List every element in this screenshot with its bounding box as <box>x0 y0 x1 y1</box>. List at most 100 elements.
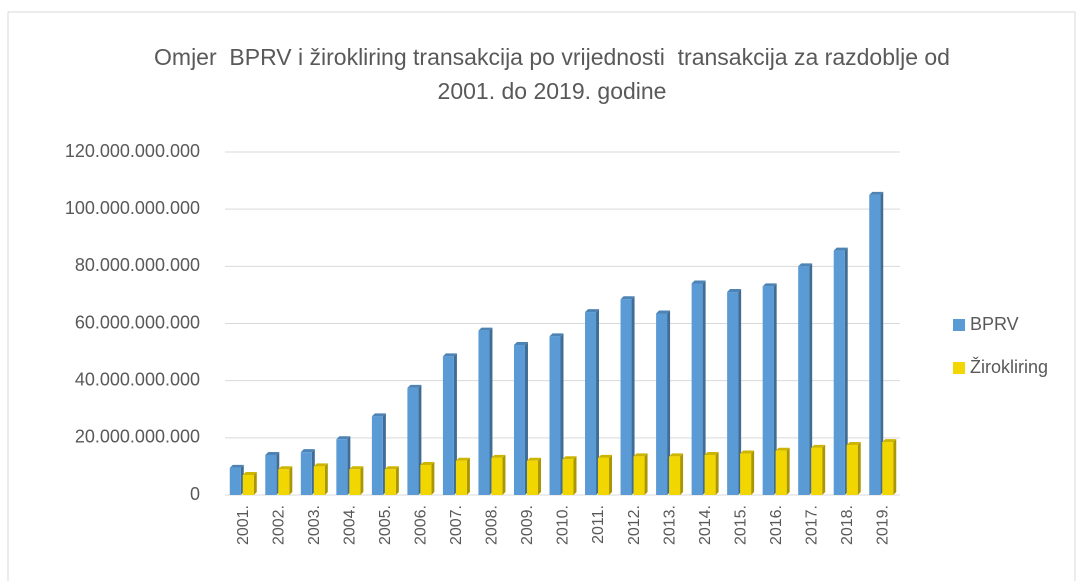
bar <box>846 444 858 495</box>
bar-top <box>442 353 457 357</box>
bar-side <box>822 444 826 495</box>
y-tick-label: 20.000.000.000 <box>75 427 200 447</box>
bar-top <box>846 441 861 445</box>
bar-side <box>453 353 457 495</box>
bar <box>633 456 645 495</box>
bar-top <box>585 309 600 313</box>
bar-side <box>502 454 506 495</box>
x-tick-label: 2002. <box>271 505 288 545</box>
bar-top <box>384 466 399 470</box>
bar-top <box>526 457 541 461</box>
bar <box>526 460 538 495</box>
bar <box>491 457 503 495</box>
bar-side <box>431 461 435 495</box>
y-tick-label: 100.000.000.000 <box>65 198 200 218</box>
bar <box>775 450 787 495</box>
bar <box>798 266 810 495</box>
bar <box>669 456 681 495</box>
bar <box>691 283 703 495</box>
bar <box>620 299 632 495</box>
x-tick-label: 2014. <box>697 505 714 545</box>
bar-side <box>644 453 648 495</box>
bar <box>300 452 312 495</box>
x-tick-label: 2012. <box>626 505 643 545</box>
bar-top <box>775 447 790 451</box>
bar-side <box>395 466 399 495</box>
x-tick-label: 2011. <box>590 505 607 544</box>
bar-top <box>869 191 884 195</box>
y-tick-label: 120.000.000.000 <box>65 141 200 161</box>
bar-top <box>336 436 351 440</box>
bar <box>242 474 254 495</box>
y-tick-label: 0 <box>190 484 200 504</box>
x-tick-label: 2018. <box>839 505 856 545</box>
bar <box>420 464 432 495</box>
bar <box>562 459 574 495</box>
bar-top <box>407 384 422 388</box>
bar-top <box>762 283 777 287</box>
bar <box>229 467 241 495</box>
bar-top <box>513 341 528 345</box>
bar-top <box>455 457 470 461</box>
bar <box>313 466 325 495</box>
bar-side <box>466 457 470 495</box>
bar-side <box>702 280 706 495</box>
bar-top <box>598 454 613 458</box>
x-tick-label: 2001. <box>235 505 252 545</box>
bar <box>407 387 419 495</box>
bar-side <box>596 309 600 495</box>
bar-top <box>242 471 257 475</box>
x-tick-label: 2003. <box>306 505 323 545</box>
bar-side <box>489 327 493 495</box>
x-tick-label: 2015. <box>732 505 749 545</box>
bar <box>727 292 739 495</box>
legend-swatch <box>953 362 965 374</box>
bar-side <box>360 466 364 495</box>
bar-top <box>669 453 684 457</box>
x-tick-label: 2010. <box>555 505 572 545</box>
bar-side <box>715 451 719 495</box>
bar-side <box>667 310 671 495</box>
x-tick-label: 2019. <box>874 505 891 545</box>
x-tick-label: 2008. <box>484 505 501 545</box>
bar-top <box>833 247 848 251</box>
legend-swatch <box>953 319 965 331</box>
bar-top <box>882 439 897 443</box>
bar <box>811 447 823 495</box>
bar-top <box>549 333 564 337</box>
bar-side <box>289 466 293 495</box>
bar-top <box>229 464 244 468</box>
bar <box>740 453 752 495</box>
bar <box>265 454 277 495</box>
bar-side <box>809 263 813 495</box>
y-tick-label: 80.000.000.000 <box>75 255 200 275</box>
bar-side <box>573 456 577 495</box>
y-tick-label: 40.000.000.000 <box>75 369 200 389</box>
bar <box>882 442 894 495</box>
bar-top <box>491 454 506 458</box>
bar-top <box>727 289 742 293</box>
bar-top <box>704 451 719 455</box>
x-tick-label: 2007. <box>448 505 465 545</box>
bar-top <box>811 444 826 448</box>
bar-side <box>857 441 861 495</box>
bar-top <box>562 456 577 460</box>
bar-top <box>633 453 648 457</box>
bar <box>656 313 668 495</box>
x-tick-label: 2006. <box>413 505 430 545</box>
bar <box>513 344 525 495</box>
x-tick-label: 2005. <box>377 505 394 545</box>
bar-side <box>253 471 257 495</box>
bar-side <box>631 296 635 495</box>
y-tick-label: 60.000.000.000 <box>75 312 200 332</box>
bar <box>478 330 490 495</box>
bar <box>442 356 454 495</box>
bar-top <box>313 463 328 467</box>
bar <box>549 336 561 495</box>
bar-top <box>265 451 280 455</box>
chart-frame <box>7 11 1076 581</box>
bar-top <box>798 263 813 267</box>
bar <box>869 194 881 495</box>
